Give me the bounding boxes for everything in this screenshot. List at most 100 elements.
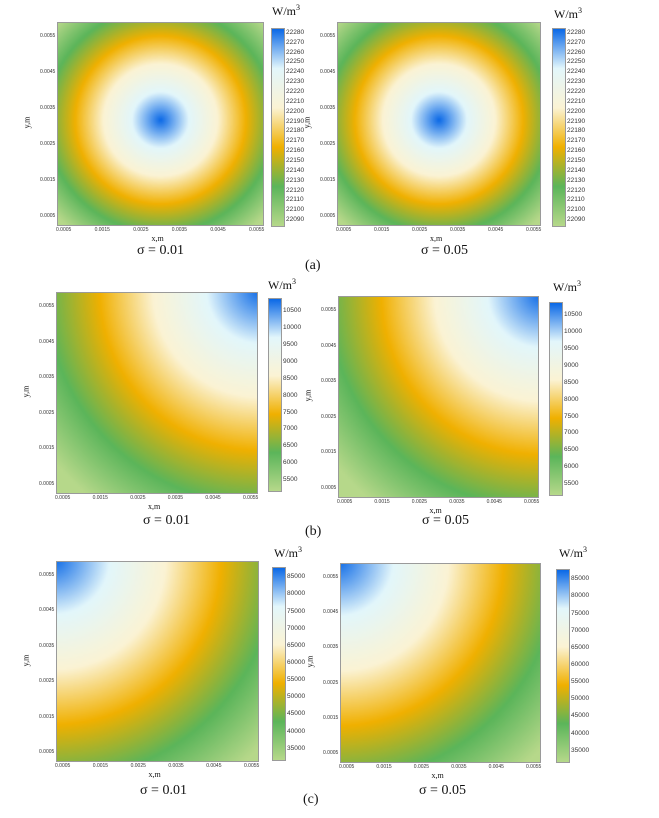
colorbar-tick-label: 65000 [571,643,590,651]
y-axis-title: y,m [302,116,312,129]
heatmap-b2 [338,296,539,498]
y-tick-label: 0.0045 [323,609,339,616]
colorbar-tick-label: 60000 [571,661,590,668]
colorbar-tick-label: 22210 [567,97,586,105]
colorbar-tick-label: 60000 [287,659,306,666]
colorbar-tick-label: 22270 [567,38,586,46]
colorbar-tick-label: 22220 [567,88,586,96]
colorbar-tick-label: 8000 [283,391,298,399]
sigma-label: σ = 0.05 [421,243,468,258]
colorbar-tick-label: 75000 [287,607,306,615]
x-tick-label: 0.0055 [243,495,259,501]
colorbar-tick-label: 22100 [567,206,586,214]
unit-base: W/m [272,4,296,18]
colorbar-tick-label: 5500 [564,479,579,487]
colorbar-tick-label: 22140 [286,166,305,174]
x-tick-label: 0.0045 [488,764,504,770]
y-tick-label: 0.0025 [320,141,336,147]
y-tick-label: 0.0005 [39,749,55,755]
x-tick-label: 0.0015 [94,227,110,233]
colorbar-tick-label: 9500 [564,345,579,353]
x-tick-label: 0.0005 [56,227,72,233]
colorbar-tick-label: 10000 [564,328,583,336]
colorbar-tick-label: 22100 [286,206,305,214]
colorbar-tick-label: 22240 [286,68,305,76]
y-axis-title: y,m [305,655,315,668]
y-axis-title: y,m [21,654,31,666]
unit-base: W/m [274,546,298,560]
heatmap-canvas-a1 [58,23,263,225]
colorbar-unit: W/m3 [274,545,302,561]
colorbar-tick-label: 22230 [567,78,586,86]
x-tick-label: 0.0005 [337,499,353,505]
x-tick-label: 0.0015 [374,227,390,233]
colorbar-tick-label: 22250 [286,58,305,66]
x-tick-label: 0.0045 [205,495,221,501]
colorbar-tick-label: 6500 [283,442,298,450]
colorbar-tick-label: 9000 [283,358,298,365]
colorbar-unit: W/m3 [272,3,300,19]
x-axis-title: x,m [429,506,442,515]
unit-exponent: 3 [296,3,300,12]
y-axis-title: y,m [22,116,32,129]
colorbar-tick-label: 10000 [283,324,302,332]
colorbar-tick-label: 45000 [571,712,590,720]
colorbar-tick-label: 6500 [564,446,579,454]
colorbar-tick-label: 35000 [287,744,306,752]
heatmap-b1 [56,292,258,494]
colorbar-tick-label: 22190 [567,117,586,125]
y-tick-label: 0.0045 [321,342,337,349]
y-tick-label: 0.0005 [323,750,339,756]
colorbar-tick-label: 22200 [567,107,586,115]
x-tick-label: 0.0055 [249,227,265,233]
sigma-label: σ = 0.01 [140,783,187,798]
y-tick-label: 0.0035 [321,378,337,385]
heatmap-c1 [56,561,259,762]
colorbar-tick-label: 22120 [567,186,586,194]
unit-base: W/m [559,546,583,560]
y-tick-label: 0.0045 [39,607,55,614]
x-tick-label: 0.0045 [488,227,504,233]
colorbar-tick-label: 22180 [286,127,305,135]
colorbar-tick-label: 55000 [287,676,306,684]
colorbar-tick-label: 8500 [283,374,298,382]
x-tick-label: 0.0055 [244,763,260,769]
colorbar-tick-label: 50000 [571,695,590,703]
colorbar-tick-label: 22140 [567,166,586,174]
colorbar-tick-label: 22180 [567,127,586,135]
y-tick-label: 0.0035 [323,644,339,651]
unit-base: W/m [553,280,577,294]
colorbar-tick-label: 70000 [571,626,590,634]
unit-base: W/m [268,278,292,292]
colorbar-tick-label: 55000 [571,678,590,686]
x-axis-title: x,m [431,771,444,780]
colorbar-tick-label: 6000 [564,463,579,471]
y-tick-label: 0.0045 [39,338,55,345]
y-tick-label: 0.0015 [320,177,336,183]
colorbar-tick-label: 22090 [567,216,586,224]
y-tick-label: 0.0025 [323,679,339,686]
colorbar-tick-label: 65000 [287,641,306,649]
colorbar [272,567,286,761]
y-tick-label: 0.0025 [321,413,337,420]
sigma-label: σ = 0.05 [422,513,469,528]
colorbar-tick-label: 22220 [286,88,305,96]
y-tick-label: 0.0035 [40,105,56,111]
colorbar-tick-label: 35000 [571,746,590,754]
colorbar-tick-label: 22130 [286,176,305,184]
colorbar-tick-label: 22270 [286,38,305,46]
colorbar-tick-label: 85000 [571,575,590,583]
heatmap-canvas-c2 [341,564,540,762]
y-tick-label: 0.0045 [40,69,56,75]
colorbar [268,298,282,492]
x-tick-label: 0.0035 [449,499,465,505]
y-tick-label: 0.0025 [40,141,56,147]
colorbar-tick-label: 7500 [564,412,579,420]
colorbar-tick-label: 5500 [283,475,298,483]
row-label-a: (a) [305,258,321,273]
x-tick-label: 0.0055 [524,499,540,505]
colorbar [271,28,285,227]
colorbar-unit: W/m3 [268,277,296,293]
y-tick-label: 0.0055 [320,33,336,39]
colorbar [549,302,563,496]
